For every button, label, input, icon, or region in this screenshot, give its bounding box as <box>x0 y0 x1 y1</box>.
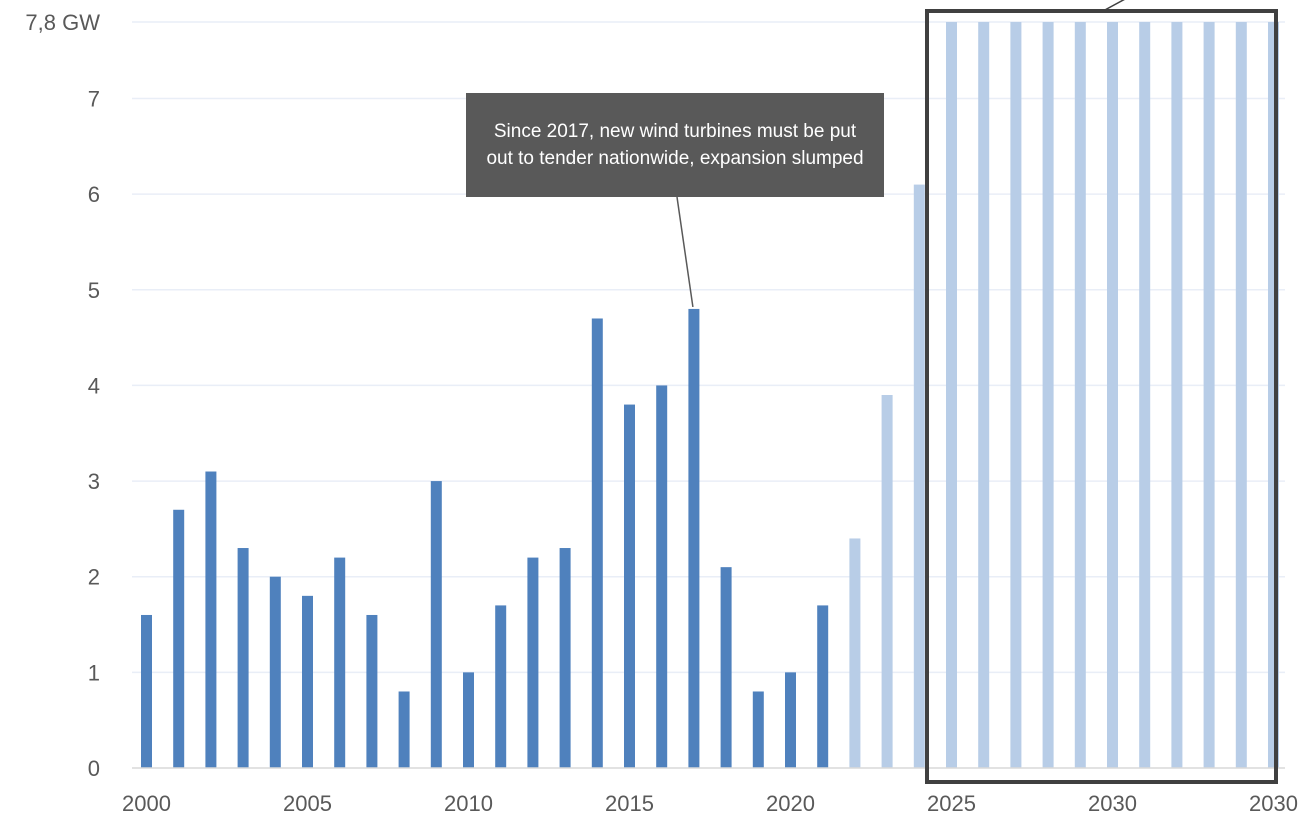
x-tick-label: 2005 <box>283 791 332 816</box>
bar <box>430 481 442 768</box>
bar <box>527 557 539 768</box>
bar <box>1107 22 1118 768</box>
y-tick-label: 6 <box>88 182 100 207</box>
y-tick-label: 2 <box>88 565 100 590</box>
bar <box>817 605 829 768</box>
bar <box>720 567 732 768</box>
highlight-leader-line <box>1102 0 1125 12</box>
callout-leader-line <box>676 196 694 308</box>
bar <box>881 395 893 768</box>
bar <box>1074 22 1086 768</box>
y-tick-labels: 0 1 2 3 4 5 6 7 7,8 GW <box>25 10 100 781</box>
x-tick-label: 2030 <box>1249 791 1298 816</box>
bar <box>141 614 152 768</box>
bar <box>591 318 603 768</box>
y-tick-label: 7 <box>88 87 100 112</box>
x-tick-label: 2010 <box>444 791 493 816</box>
y-tick-label: 5 <box>88 278 100 303</box>
bar <box>1042 22 1054 768</box>
bar <box>913 184 925 769</box>
bar <box>205 471 217 768</box>
y-tick-label: 7,8 GW <box>25 10 100 35</box>
bar <box>366 614 378 768</box>
bar <box>237 548 249 768</box>
bar <box>334 557 346 768</box>
callout-annotation: Since 2017, new wind turbines must be pu… <box>466 93 884 197</box>
y-tick-label: 0 <box>88 756 100 781</box>
bar <box>752 691 764 768</box>
bar <box>1139 22 1151 768</box>
bar <box>1268 22 1279 768</box>
y-tick-label: 4 <box>88 373 100 398</box>
x-tick-label: 2015 <box>605 791 654 816</box>
x-tick-label: 2025 <box>927 791 976 816</box>
bar <box>688 308 700 768</box>
bar <box>1010 22 1022 768</box>
highlight-box <box>925 9 1278 784</box>
bar <box>946 22 957 768</box>
callout-text: Since 2017, new wind turbines must be pu… <box>486 121 864 169</box>
annotations <box>676 0 1278 784</box>
bar <box>463 672 474 768</box>
bar <box>656 385 668 768</box>
bar <box>1235 22 1247 768</box>
bar <box>559 548 571 768</box>
bars <box>141 22 1279 769</box>
bar <box>398 691 410 768</box>
x-tick-label: 2020 <box>766 791 815 816</box>
x-tick-label: 2000 <box>122 791 171 816</box>
bar <box>785 672 796 768</box>
bar <box>269 576 281 768</box>
x-tick-label: 2030 <box>1088 791 1137 816</box>
bar <box>1203 22 1215 768</box>
bar <box>624 404 635 768</box>
bar <box>495 605 507 768</box>
y-tick-label: 1 <box>88 660 100 685</box>
x-tick-labels: 2000 2005 2010 2015 2020 2025 2030 2030 <box>122 791 1298 816</box>
bar <box>849 538 861 768</box>
y-tick-label: 3 <box>88 469 100 494</box>
bar <box>978 22 990 768</box>
bar <box>173 509 185 768</box>
bar <box>1171 22 1183 768</box>
bar <box>302 595 313 768</box>
